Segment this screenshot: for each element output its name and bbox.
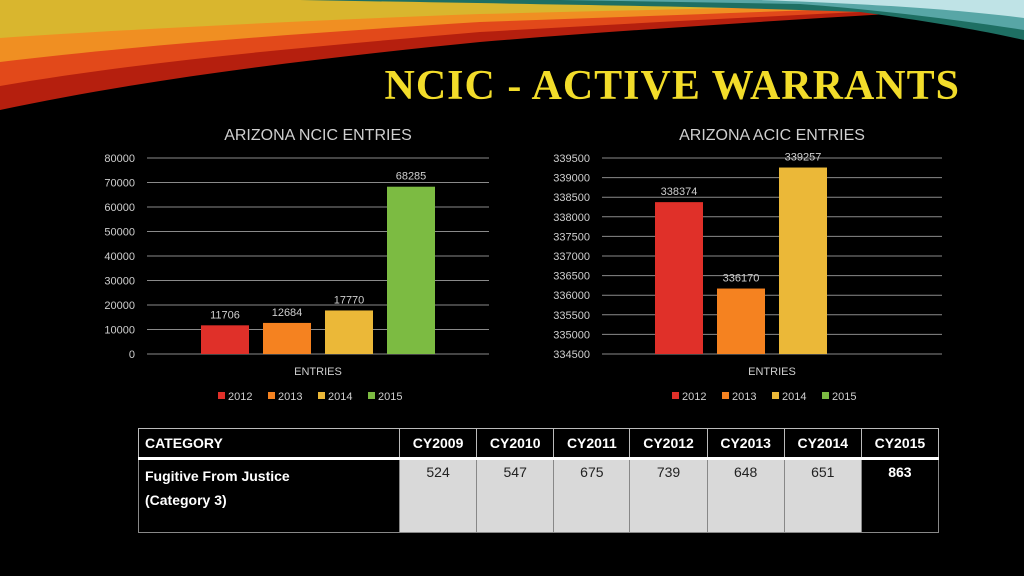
y-tick-label: 70000 — [104, 178, 135, 190]
table-header-cell: CY2010 — [476, 428, 555, 460]
legend-swatch — [672, 392, 679, 399]
y-tick-label: 337500 — [553, 231, 590, 243]
value-cell: 651 — [783, 458, 862, 533]
y-tick-label: 334500 — [553, 349, 590, 361]
legend-swatch — [772, 392, 779, 399]
page-title: NCIC - ACTIVE WARRANTS — [384, 63, 960, 109]
legend-label: 2012 — [228, 391, 252, 403]
value-cell: 524 — [398, 458, 478, 533]
table-header-cell: CY2012 — [629, 428, 708, 460]
data-label: 339257 — [785, 152, 822, 164]
legend-swatch — [822, 392, 829, 399]
y-tick-label: 80000 — [104, 153, 135, 165]
legend-swatch — [368, 392, 375, 399]
value-cell: 739 — [629, 458, 708, 533]
value-cell: 675 — [553, 458, 631, 533]
bar — [779, 167, 827, 354]
x-axis-label: ENTRIES — [294, 366, 342, 378]
legend-swatch — [268, 392, 275, 399]
table-header-cell: CATEGORY — [138, 428, 400, 460]
y-tick-label: 335500 — [553, 310, 590, 322]
bar — [387, 186, 435, 354]
bar — [263, 322, 311, 354]
data-label: 12684 — [272, 307, 303, 319]
data-label: 338374 — [661, 186, 698, 198]
table-header-cell: CY2015 — [860, 428, 940, 460]
y-tick-label: 50000 — [104, 227, 135, 239]
legend-label: 2015 — [378, 391, 402, 403]
y-tick-label: 10000 — [104, 325, 135, 337]
chart-title: ARIZONA ACIC ENTRIES — [679, 127, 865, 144]
y-tick-label: 338500 — [553, 192, 590, 204]
legend-label: 2013 — [278, 391, 302, 403]
bar — [717, 288, 765, 354]
chart-title: ARIZONA NCIC ENTRIES — [224, 127, 412, 144]
data-label: 68285 — [396, 171, 427, 183]
table-header-row: CATEGORY CY2009 CY2010 CY2011 CY2012 CY2… — [138, 428, 940, 460]
table-header-cell: CY2011 — [553, 428, 631, 460]
legend-label: 2013 — [732, 391, 756, 403]
y-tick-label: 336500 — [553, 271, 590, 283]
bar — [325, 310, 373, 354]
legend-label: 2015 — [832, 391, 856, 403]
value-cell: 863 — [860, 458, 940, 533]
decorative-swoosh — [0, 0, 1024, 110]
category-cell: Fugitive From Justice (Category 3) — [138, 458, 400, 533]
y-tick-label: 339000 — [553, 173, 590, 185]
table-header-cell: CY2013 — [706, 428, 785, 460]
table-row: Fugitive From Justice (Category 3) 524 5… — [138, 458, 940, 533]
data-label: 336170 — [723, 273, 760, 285]
legend-label: 2012 — [682, 391, 706, 403]
y-tick-label: 339500 — [553, 153, 590, 165]
y-tick-label: 337000 — [553, 251, 590, 263]
y-tick-label: 20000 — [104, 300, 135, 312]
y-tick-label: 30000 — [104, 276, 135, 288]
legend-swatch — [218, 392, 225, 399]
warrants-table: CATEGORY CY2009 CY2010 CY2011 CY2012 CY2… — [138, 428, 940, 533]
legend-label: 2014 — [782, 391, 806, 403]
table-header-cell: CY2014 — [783, 428, 862, 460]
y-tick-label: 336000 — [553, 290, 590, 302]
value-cell: 648 — [706, 458, 785, 533]
data-label: 11706 — [210, 309, 240, 321]
value-cell: 547 — [476, 458, 555, 533]
category-line: (Category 3) — [145, 492, 227, 508]
bar — [201, 325, 249, 354]
acic-bar-chart: ARIZONA ACIC ENTRIES 334500 335000 335500 33… — [553, 127, 942, 403]
data-label: 17770 — [334, 294, 365, 306]
bar — [655, 202, 703, 354]
y-tick-label: 60000 — [104, 202, 135, 214]
legend-swatch — [318, 392, 325, 399]
y-tick-label: 335000 — [553, 329, 590, 341]
y-tick-label: 40000 — [104, 251, 135, 263]
legend-label: 2014 — [328, 391, 352, 403]
table-header-cell: CY2009 — [398, 428, 478, 460]
y-tick-label: 0 — [129, 349, 135, 361]
y-tick-label: 338000 — [553, 212, 590, 224]
legend-swatch — [722, 392, 729, 399]
x-axis-label: ENTRIES — [748, 366, 796, 378]
ncic-bar-chart: ARIZONA NCIC ENTRIES 0 10000 20000 30000 4000… — [104, 127, 489, 403]
category-line: Fugitive From Justice — [145, 468, 290, 484]
